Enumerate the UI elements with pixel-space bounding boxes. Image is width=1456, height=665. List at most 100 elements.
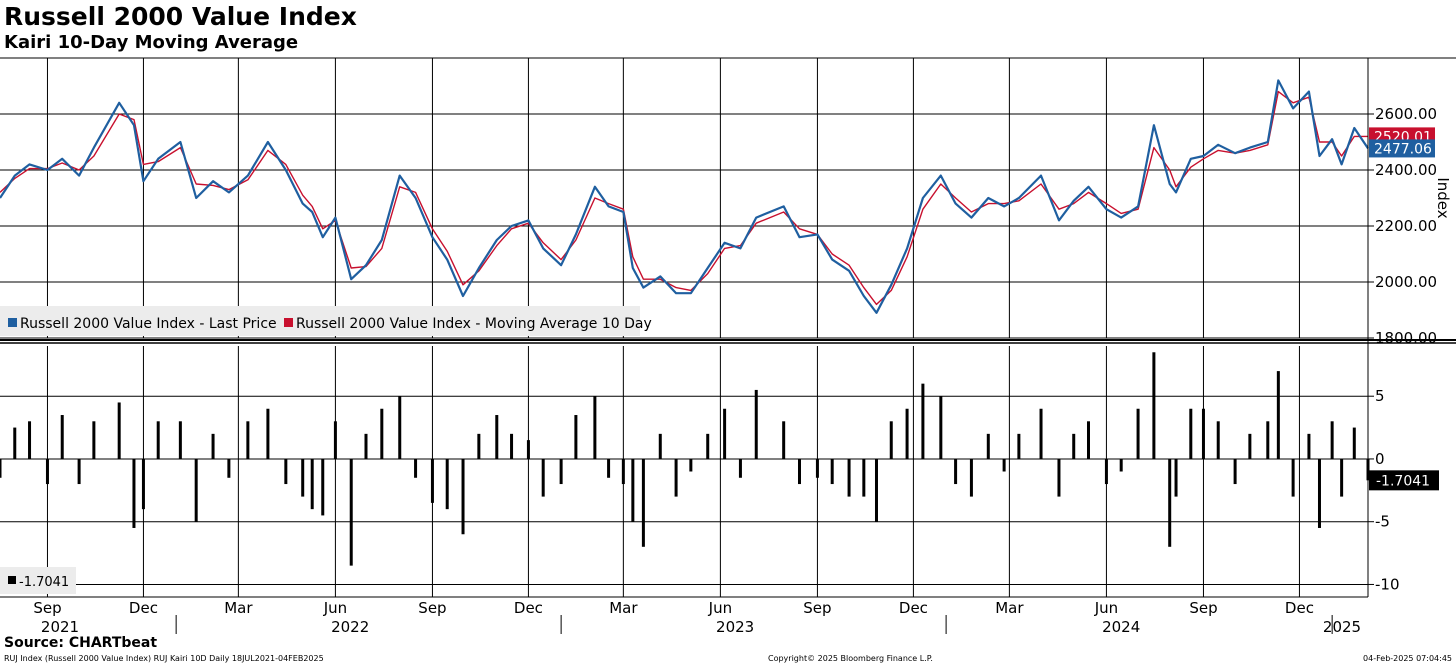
kairi-bar (1248, 433, 1252, 459)
kairi-bar (738, 458, 742, 478)
kairi-bar (1152, 352, 1156, 459)
kairi-bar (301, 458, 305, 497)
kairi-y-tick-label: -10 (1375, 575, 1400, 593)
kairi-y-tick-label: -5 (1375, 513, 1390, 531)
top-panel: 1800.00 2000.00 2200.00 2400.00 2600.00 Index… (0, 57, 1456, 347)
kairi-bar (132, 458, 136, 528)
footer-description: RUJ Index (Russell 2000 Value Index) RUJ… (4, 654, 324, 663)
x-month-label: Sep (1189, 599, 1217, 617)
kairi-bar (430, 458, 434, 503)
kairi-bar (815, 458, 819, 478)
kairi-bar (156, 421, 160, 459)
kairi-legend-label: -1.7041 (19, 575, 69, 590)
kairi-bar (954, 458, 958, 485)
x-month-label: Jun (323, 599, 347, 617)
kairi-last-value-box (1369, 470, 1439, 491)
kairi-bar (1174, 458, 1178, 497)
kairi-bar (445, 458, 449, 510)
kairi-bar (1017, 433, 1021, 459)
chart-subtitle: Kairi 10-Day Moving Average (4, 32, 299, 53)
kairi-bar (211, 433, 215, 459)
kairi-bar (874, 458, 878, 522)
kairi-grid (0, 58, 1369, 598)
x-month-label: Jun (708, 599, 732, 617)
kairi-axis: -10 -5 0 5 -1.7041 (1368, 387, 1439, 593)
kairi-bar (905, 408, 909, 459)
kairi-bar (77, 458, 81, 485)
kairi-bar (830, 458, 834, 485)
x-year-label: 2021 (41, 618, 79, 636)
kairi-bar (246, 421, 250, 459)
kairi-bar (495, 415, 499, 459)
price-grid (0, 57, 1456, 344)
price-y-axis-title: Index (1434, 177, 1452, 218)
kairi-bar (1216, 421, 1220, 459)
kairi-bar (227, 458, 231, 478)
kairi-bar (1119, 458, 1123, 472)
footer-timestamp: 04-Feb-2025 07:04:45 (1363, 654, 1452, 663)
x-month-label: Mar (609, 599, 638, 617)
kairi-bar (559, 458, 563, 485)
x-year-label: 2025 (1323, 618, 1361, 636)
kairi-bar (321, 458, 325, 516)
kairi-bar (1307, 433, 1311, 459)
kairi-bar (398, 396, 402, 459)
kairi-y-tick-label: 0 (1375, 450, 1385, 468)
kairi-bar (1086, 421, 1090, 459)
kairi-bar (310, 458, 314, 510)
kairi-bar (797, 458, 801, 485)
x-month-label: Jun (1094, 599, 1118, 617)
kairi-bar (986, 433, 990, 459)
kairi-bar (1366, 458, 1370, 481)
price-axis: 1800.00 2000.00 2200.00 2400.00 2600.00 Index… (1368, 105, 1452, 347)
kairi-bars (0, 352, 1370, 566)
price-y-tick-label: 2200.00 (1375, 217, 1437, 235)
kairi-bar (706, 433, 710, 459)
price-last-value-box (1369, 139, 1435, 158)
x-month-label: Dec (1285, 599, 1314, 617)
x-month-label: Mar (224, 599, 253, 617)
kairi-bar (349, 458, 353, 566)
time-axis: Sep Dec Mar Jun Sep Dec Mar Jun Sep Dec Mar Jun Sep D… (33, 599, 1361, 636)
kairi-bar (847, 458, 851, 497)
kairi-bar (13, 427, 17, 459)
kairi-bar (574, 415, 578, 459)
price-y-tick-label: 2000.00 (1375, 273, 1437, 291)
kairi-bar (60, 415, 64, 459)
x-month-label: Sep (803, 599, 831, 617)
last-price-line (0, 79, 1369, 314)
kairi-bar (284, 458, 288, 485)
kairi-bar (45, 458, 49, 485)
x-month-label: Dec (129, 599, 158, 617)
price-y-tick-label: 2600.00 (1375, 105, 1437, 123)
kairi-bar (723, 408, 727, 459)
kairi-legend-swatch (8, 576, 16, 584)
kairi-bar (510, 433, 514, 459)
kairi-bar (1104, 458, 1108, 485)
ma-legend-swatch (284, 318, 293, 327)
price-y-tick-label: 2400.00 (1375, 161, 1437, 179)
price-legend-box (0, 306, 640, 336)
kairi-bar (969, 458, 973, 497)
kairi-bar (1002, 458, 1006, 472)
price-last-value-label: 2477.06 (1374, 141, 1432, 157)
kairi-legend: -1.7041 (0, 567, 76, 594)
kairi-bar (0, 458, 2, 478)
bottom-panel: -10 -5 0 5 -1.7041 -1.7041 (0, 58, 1439, 598)
kairi-bar (526, 440, 530, 459)
kairi-bar (862, 458, 866, 497)
kairi-bar (641, 458, 645, 547)
kairi-bar (28, 421, 32, 459)
kairi-bar (658, 433, 662, 459)
kairi-bar (1340, 458, 1344, 497)
kairi-bar (1266, 421, 1270, 459)
kairi-bar (380, 408, 384, 459)
kairi-bar (1330, 421, 1334, 459)
kairi-bar (333, 421, 337, 459)
kairi-bar (1276, 371, 1280, 459)
kairi-bar (607, 458, 611, 478)
kairi-bar (541, 458, 545, 497)
kairi-bar (1039, 408, 1043, 459)
kairi-bar (266, 408, 270, 459)
